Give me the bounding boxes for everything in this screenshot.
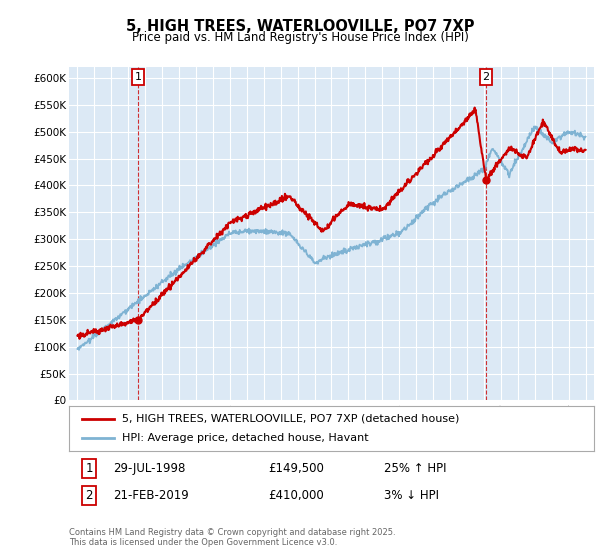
Text: 29-JUL-1998: 29-JUL-1998 [113, 462, 186, 475]
Text: 1: 1 [85, 462, 93, 475]
Text: £149,500: £149,500 [269, 462, 325, 475]
Text: 1: 1 [134, 72, 142, 82]
Text: 21-FEB-2019: 21-FEB-2019 [113, 489, 190, 502]
Text: 25% ↑ HPI: 25% ↑ HPI [384, 462, 446, 475]
Text: 3% ↓ HPI: 3% ↓ HPI [384, 489, 439, 502]
Text: 5, HIGH TREES, WATERLOOVILLE, PO7 7XP (detached house): 5, HIGH TREES, WATERLOOVILLE, PO7 7XP (d… [121, 413, 459, 423]
Text: Price paid vs. HM Land Registry's House Price Index (HPI): Price paid vs. HM Land Registry's House … [131, 31, 469, 44]
Text: £410,000: £410,000 [269, 489, 324, 502]
Text: 2: 2 [85, 489, 93, 502]
Text: HPI: Average price, detached house, Havant: HPI: Average price, detached house, Hava… [121, 433, 368, 444]
Text: 2: 2 [482, 72, 490, 82]
Text: Contains HM Land Registry data © Crown copyright and database right 2025.
This d: Contains HM Land Registry data © Crown c… [69, 528, 395, 547]
Text: 5, HIGH TREES, WATERLOOVILLE, PO7 7XP: 5, HIGH TREES, WATERLOOVILLE, PO7 7XP [126, 19, 474, 34]
